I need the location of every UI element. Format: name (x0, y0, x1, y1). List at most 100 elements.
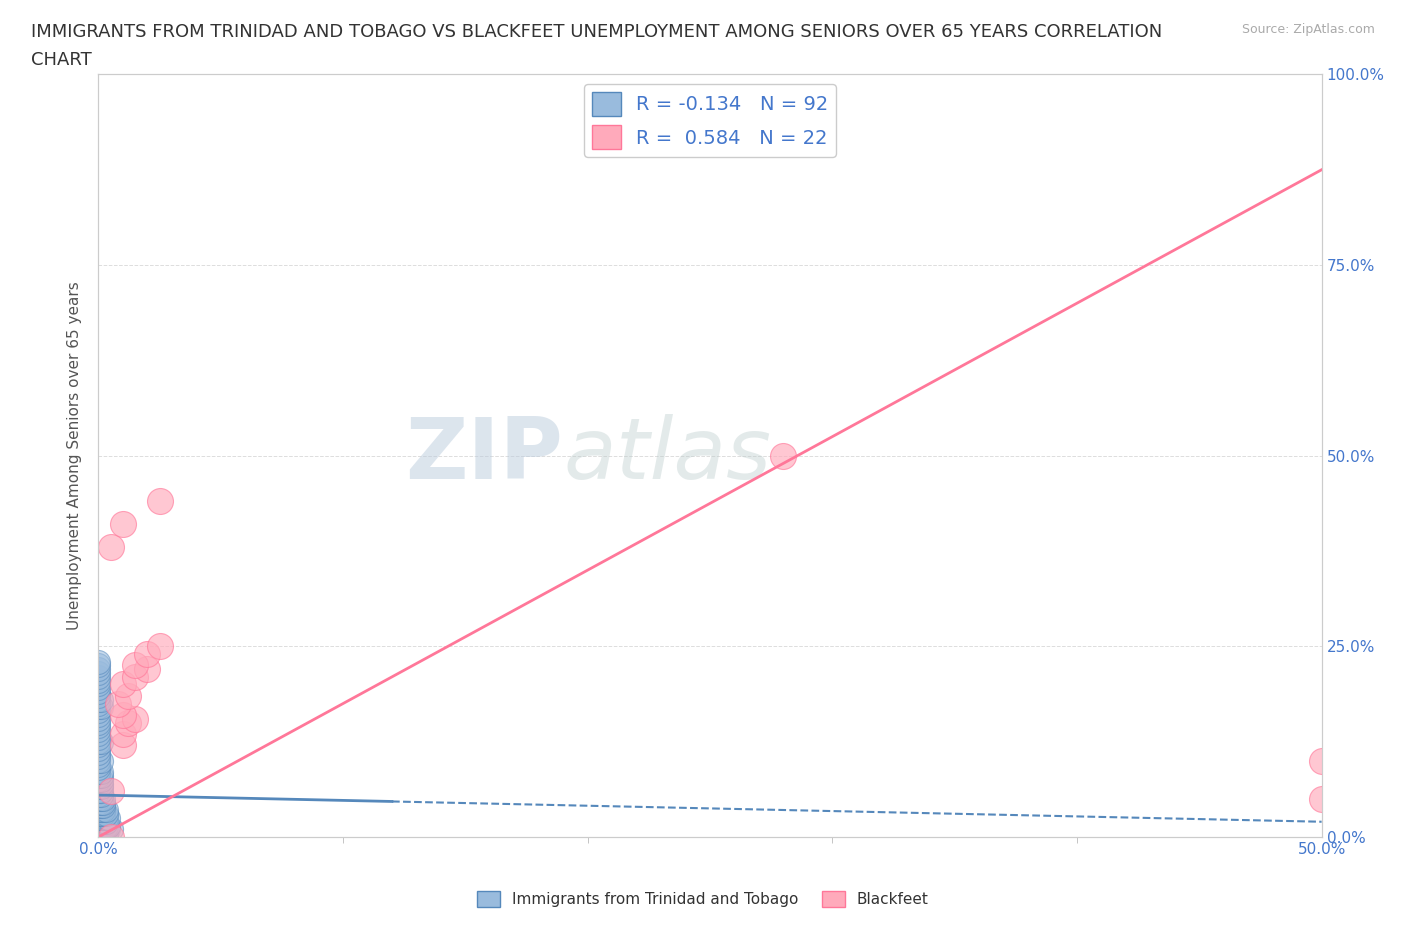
Point (97, 822, 120, 837)
Point (87, 670, 110, 684)
Point (90, 780, 112, 795)
Point (111, 677, 134, 692)
Point (87, 822, 110, 837)
Point (94, 811, 117, 826)
Point (87, 681, 110, 696)
Point (117, 715, 139, 730)
Point (87, 830, 110, 844)
Point (91, 830, 114, 844)
Point (90, 799, 112, 814)
Point (87, 803, 110, 817)
Point (149, 494, 172, 509)
Point (91, 795, 114, 810)
Point (90, 777, 112, 791)
Point (87, 777, 110, 791)
Point (94, 803, 117, 817)
Point (91, 799, 114, 814)
Point (87, 654, 110, 669)
Point (87, 738, 110, 753)
Point (91, 791, 114, 806)
Point (87, 750, 110, 764)
Point (100, 539, 122, 554)
Point (90, 784, 112, 799)
Point (87, 735, 110, 750)
Point (87, 662, 110, 677)
Point (90, 692, 112, 707)
Point (136, 662, 159, 677)
Point (111, 726, 134, 741)
Point (87, 757, 110, 772)
Point (87, 730, 110, 745)
Point (97, 811, 120, 826)
Point (94, 818, 117, 833)
Point (87, 772, 110, 787)
Point (90, 735, 112, 750)
Text: atlas: atlas (564, 414, 772, 498)
Point (87, 746, 110, 761)
Point (111, 708, 134, 723)
Point (87, 677, 110, 692)
Point (94, 815, 117, 830)
Point (1310, 791, 1333, 806)
Point (87, 711, 110, 726)
Point (90, 803, 112, 817)
Point (87, 788, 110, 803)
Legend: Immigrants from Trinidad and Tobago, Blackfeet: Immigrants from Trinidad and Tobago, Bla… (471, 884, 935, 913)
Point (149, 639, 172, 654)
Point (1310, 753, 1333, 768)
Point (87, 795, 110, 810)
Point (87, 726, 110, 741)
Point (90, 806, 112, 821)
Point (100, 822, 122, 837)
Point (87, 811, 110, 826)
Point (772, 448, 794, 463)
Point (91, 822, 114, 837)
Point (87, 815, 110, 830)
Point (100, 784, 122, 799)
Point (124, 658, 146, 673)
Point (90, 788, 112, 803)
Point (90, 772, 112, 787)
Point (87, 696, 110, 711)
Point (87, 764, 110, 779)
Point (111, 738, 134, 753)
Point (90, 826, 112, 841)
Point (94, 806, 117, 821)
Point (111, 517, 134, 532)
Point (90, 822, 112, 837)
Point (87, 658, 110, 673)
Point (117, 688, 139, 703)
Point (90, 768, 112, 783)
Point (87, 723, 110, 737)
Point (87, 818, 110, 833)
Point (87, 753, 110, 768)
Legend: R = -0.134   N = 92, R =  0.584   N = 22: R = -0.134 N = 92, R = 0.584 N = 22 (583, 84, 837, 157)
Point (87, 688, 110, 703)
Point (87, 684, 110, 699)
Point (91, 811, 114, 826)
Point (91, 803, 114, 817)
Point (87, 791, 110, 806)
Point (136, 646, 159, 661)
Text: IMMIGRANTS FROM TRINIDAD AND TOBAGO VS BLACKFEET UNEMPLOYMENT AMONG SENIORS OVER: IMMIGRANTS FROM TRINIDAD AND TOBAGO VS B… (31, 23, 1163, 41)
Point (87, 708, 110, 723)
Point (90, 830, 112, 844)
Point (87, 719, 110, 734)
Point (87, 799, 110, 814)
Point (94, 826, 117, 841)
Point (87, 780, 110, 795)
Point (90, 818, 112, 833)
Point (87, 700, 110, 715)
Point (124, 670, 146, 684)
Point (91, 806, 114, 821)
Y-axis label: Unemployment Among Seniors over 65 years: Unemployment Among Seniors over 65 years (67, 282, 83, 631)
Point (107, 696, 129, 711)
Point (87, 692, 110, 707)
Point (87, 826, 110, 841)
Text: Source: ZipAtlas.com: Source: ZipAtlas.com (1241, 23, 1375, 36)
Point (90, 700, 112, 715)
Point (91, 818, 114, 833)
Text: ZIP: ZIP (405, 414, 564, 498)
Point (87, 742, 110, 757)
Point (87, 806, 110, 821)
